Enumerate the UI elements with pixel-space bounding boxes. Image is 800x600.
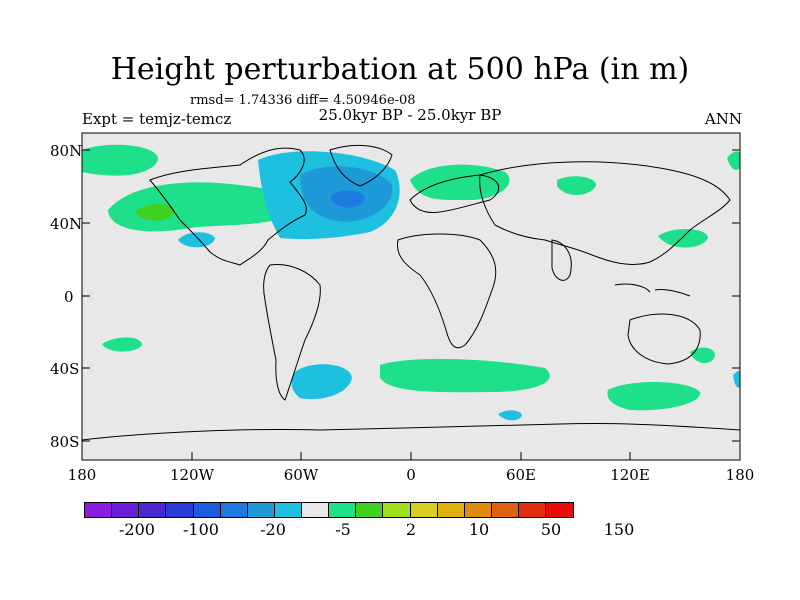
y-tick-label: 40N	[50, 215, 83, 233]
x-tick-label: 120E	[610, 466, 650, 484]
x-tick-label: 180	[725, 466, 755, 484]
y-tick-label: 80S	[50, 433, 80, 451]
colorbar-swatch	[166, 503, 194, 517]
period-label: 25.0kyr BP - 25.0kyr BP	[318, 106, 502, 124]
experiment-label: Expt = temjz-temcz	[82, 110, 232, 128]
colorbar-swatch	[329, 503, 357, 517]
x-tick-label: 180	[67, 466, 97, 484]
colorbar-label: 2	[405, 520, 417, 539]
x-tick-label: 120W	[169, 466, 215, 484]
colorbar-label: 150	[603, 520, 635, 539]
colorbar-swatch	[139, 503, 167, 517]
anomaly-negative	[291, 364, 352, 400]
colorbar-swatch	[356, 503, 384, 517]
anomaly-negative	[733, 370, 740, 388]
colorbar-label: -20	[260, 520, 286, 539]
anomaly-positive	[102, 337, 142, 352]
anomaly-positive	[557, 176, 597, 195]
coastline-asia	[479, 161, 731, 265]
y-tick-label: 40S	[50, 360, 80, 378]
colorbar-swatch	[247, 503, 275, 517]
anomaly-negative-min	[330, 190, 365, 208]
colorbar-swatch	[112, 503, 140, 517]
colorbar-label: -200	[119, 520, 155, 539]
anomaly-positive	[658, 229, 708, 248]
x-axis-ticks	[81, 452, 741, 460]
stats-text: rmsd= 1.74336 diff= 4.50946e-08	[190, 93, 416, 108]
colorbar-swatch	[193, 503, 221, 517]
coastline-greenland	[329, 145, 393, 187]
colorbar	[84, 502, 575, 518]
anomaly-positive-max	[135, 203, 175, 221]
colorbar-swatch	[546, 503, 574, 517]
plot-title: Height perturbation at 500 hPa (in m)	[110, 52, 690, 87]
colorbar-label: 10	[468, 520, 490, 539]
colorbar-swatch	[302, 503, 330, 517]
anomaly-negative	[498, 410, 522, 421]
anomaly-negative	[178, 232, 215, 248]
coastline-africa	[396, 233, 497, 349]
contour-fills	[82, 144, 740, 421]
coastline-australia	[627, 313, 701, 365]
colorbar-swatch	[437, 503, 465, 517]
y-axis-ticks	[82, 149, 740, 442]
coastline-antarctica	[82, 422, 740, 441]
anomaly-positive	[690, 347, 716, 364]
coastline-europe	[409, 174, 500, 213]
anomaly-positive	[727, 151, 740, 170]
x-tick-label: 60E	[505, 466, 537, 484]
colorbar-label: -5	[335, 520, 351, 539]
colorbar-swatch	[491, 503, 519, 517]
coastline-india	[551, 239, 572, 281]
coastline-south-america	[263, 263, 321, 401]
coastline-islands	[614, 283, 691, 297]
coastlines	[82, 145, 740, 441]
colorbar-label: -100	[183, 520, 219, 539]
y-tick-label: 80N	[50, 142, 83, 160]
colorbar-swatch	[85, 503, 113, 517]
colorbar-swatch	[383, 503, 411, 517]
colorbar-swatch	[464, 503, 492, 517]
colorbar-swatch	[220, 503, 248, 517]
anomaly-positive	[607, 381, 701, 411]
colorbar-swatch	[274, 503, 302, 517]
coastline-north-america	[149, 147, 307, 266]
colorbar-label: 50	[540, 520, 562, 539]
anomaly-positive	[82, 144, 159, 176]
y-tick-label: 0	[64, 288, 74, 306]
x-tick-label: 60W	[283, 466, 319, 484]
colorbar-swatch	[519, 503, 547, 517]
x-tick-label: 0	[406, 466, 416, 484]
season-label: ANN	[704, 110, 742, 128]
colorbar-swatch	[410, 503, 438, 517]
anomaly-positive	[380, 358, 550, 393]
